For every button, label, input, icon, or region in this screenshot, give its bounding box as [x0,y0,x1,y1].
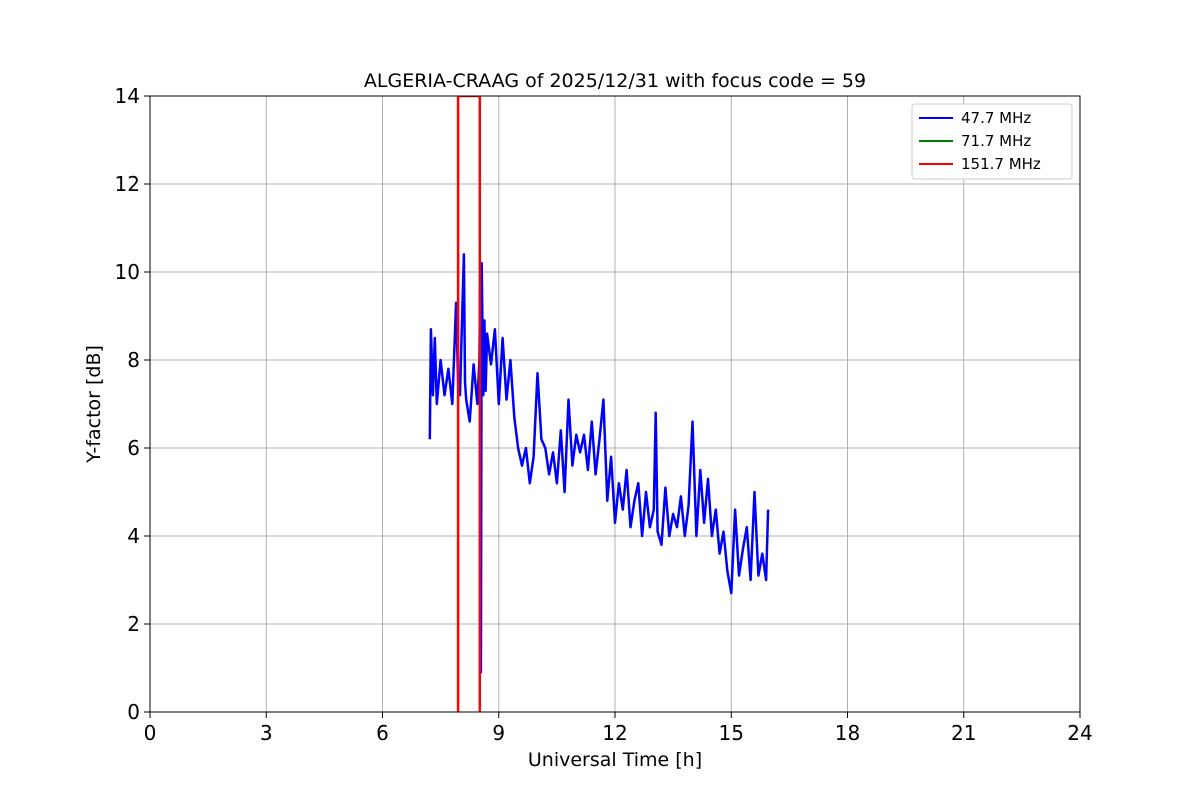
y-tick-label: 0 [127,700,140,724]
x-axis-label: Universal Time [h] [528,749,702,771]
x-tick-label: 24 [1067,721,1092,745]
series-line-1 [428,253,770,674]
chart-title: ALGERIA-CRAAG of 2025/12/31 with focus c… [364,70,866,92]
legend-label: 47.7 MHz [961,109,1031,127]
y-tick-label: 10 [115,260,140,284]
y-axis: 0 2 4 6 8 10 12 14 [115,84,150,724]
x-tick-label: 9 [492,721,505,745]
x-tick-label: 6 [376,721,389,745]
y-tick-label: 6 [127,436,140,460]
legend-label: 151.7 MHz [961,155,1041,173]
x-tick-label: 15 [719,721,744,745]
x-axis: 0 3 6 9 12 15 18 21 24 [144,712,1093,745]
y-tick-label: 4 [127,524,140,548]
y-tick-label: 8 [127,348,140,372]
y-axis-label: Y-factor [dB] [83,345,105,464]
x-tick-label: 21 [951,721,976,745]
series-line-3 [456,96,482,712]
legend-label: 71.7 MHz [961,132,1031,150]
y-tick-label: 14 [115,84,140,108]
x-tick-label: 0 [144,721,157,745]
x-tick-label: 12 [602,721,627,745]
legend-box [911,103,1073,180]
y-tick-label: 12 [115,172,140,196]
series-layer [428,96,770,712]
x-tick-label: 3 [260,721,273,745]
x-tick-label: 18 [835,721,860,745]
legend: 47.7 MHz 71.7 MHz 151.7 MHz [911,103,1073,180]
y-tick-label: 2 [127,612,140,636]
